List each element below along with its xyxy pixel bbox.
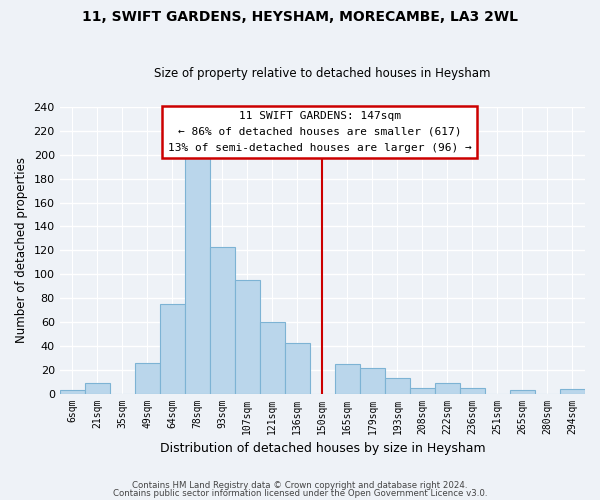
Bar [135, 362, 160, 394]
Bar [285, 344, 310, 394]
Bar [460, 388, 485, 394]
Bar [335, 364, 360, 394]
Bar [185, 157, 210, 394]
Bar [360, 368, 385, 394]
Bar [260, 322, 285, 394]
Bar [385, 378, 410, 394]
Bar [435, 383, 460, 394]
Bar [510, 390, 535, 394]
Title: Size of property relative to detached houses in Heysham: Size of property relative to detached ho… [154, 66, 491, 80]
X-axis label: Distribution of detached houses by size in Heysham: Distribution of detached houses by size … [160, 442, 485, 455]
Text: Contains public sector information licensed under the Open Government Licence v3: Contains public sector information licen… [113, 488, 487, 498]
Bar [560, 389, 585, 394]
Bar [59, 390, 85, 394]
Text: 11 SWIFT GARDENS: 147sqm
← 86% of detached houses are smaller (617)
13% of semi-: 11 SWIFT GARDENS: 147sqm ← 86% of detach… [168, 112, 472, 152]
Bar [410, 388, 435, 394]
Y-axis label: Number of detached properties: Number of detached properties [15, 158, 28, 344]
Text: Contains HM Land Registry data © Crown copyright and database right 2024.: Contains HM Land Registry data © Crown c… [132, 481, 468, 490]
Bar [85, 383, 110, 394]
Bar [235, 280, 260, 394]
Bar [210, 246, 235, 394]
Bar [160, 304, 185, 394]
Text: 11, SWIFT GARDENS, HEYSHAM, MORECAMBE, LA3 2WL: 11, SWIFT GARDENS, HEYSHAM, MORECAMBE, L… [82, 10, 518, 24]
